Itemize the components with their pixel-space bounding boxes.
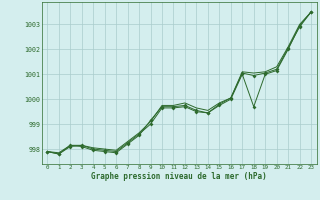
X-axis label: Graphe pression niveau de la mer (hPa): Graphe pression niveau de la mer (hPa) xyxy=(91,172,267,181)
